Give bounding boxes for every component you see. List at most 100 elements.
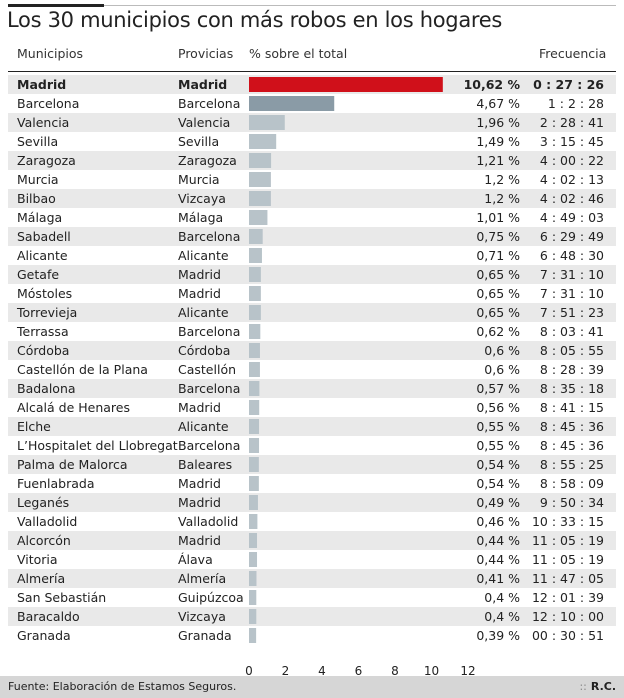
provincia-label: Álava — [178, 552, 213, 567]
dots-icon: :: — [579, 680, 587, 693]
header-municipios: Municipios — [17, 46, 84, 61]
provincia-label: Alicante — [178, 419, 229, 434]
bar — [249, 343, 260, 358]
x-tick-label: 4 — [318, 664, 326, 676]
municipio-label: Alcorcón — [17, 533, 71, 548]
value-label: 0,44 % — [476, 552, 520, 567]
credit-text: R.C. — [590, 680, 616, 693]
value-label: 0,54 % — [476, 457, 520, 472]
row-stripe — [8, 303, 616, 322]
value-label: 0,41 % — [476, 571, 520, 586]
bar — [249, 115, 285, 130]
provincia-label: Barcelona — [178, 324, 240, 339]
frecuencia-label: 4 : 02 : 13 — [540, 172, 604, 187]
source-note: Fuente: Elaboración de Estamos Seguros. — [8, 680, 237, 693]
value-label: 1,49 % — [476, 134, 520, 149]
value-label: 0,39 % — [476, 628, 520, 643]
municipio-label: Valencia — [17, 115, 69, 130]
municipio-label: Alicante — [17, 248, 68, 263]
frecuencia-label: 8 : 41 : 15 — [540, 400, 604, 415]
value-label: 0,4 % — [484, 609, 520, 624]
frecuencia-label: 11 : 05 : 19 — [532, 533, 604, 548]
value-label: 1,21 % — [476, 153, 520, 168]
frecuencia-label: 4 : 00 : 22 — [540, 153, 604, 168]
value-label: 0,55 % — [476, 419, 520, 434]
row-stripe — [8, 607, 616, 626]
provincia-label: Sevilla — [178, 134, 219, 149]
frecuencia-label: 2 : 28 : 41 — [540, 115, 604, 130]
bar — [249, 400, 260, 415]
bar — [249, 229, 263, 244]
value-label: 0,49 % — [476, 495, 520, 510]
frecuencia-label: 8 : 03 : 41 — [540, 324, 604, 339]
value-label: 0,65 % — [476, 267, 520, 282]
row-stripe — [8, 265, 616, 284]
value-label: 0,6 % — [484, 343, 520, 358]
title-accent-line — [8, 4, 104, 7]
frecuencia-label: 6 : 48 : 30 — [540, 248, 604, 263]
provincia-label: Guipúzcoa — [178, 590, 244, 605]
provincia-label: Alicante — [178, 248, 229, 263]
bar — [249, 286, 261, 301]
frecuencia-label: 12 : 01 : 39 — [532, 590, 604, 605]
municipio-label: San Sebastián — [17, 590, 106, 605]
value-label: 0,75 % — [476, 229, 520, 244]
row-stripe — [8, 417, 616, 436]
value-label: 0,65 % — [476, 286, 520, 301]
provincia-label: Madrid — [178, 77, 227, 92]
municipio-label: Torrevieja — [16, 305, 77, 320]
municipio-label: Sevilla — [17, 134, 58, 149]
bar — [249, 305, 261, 320]
frecuencia-label: 00 : 30 : 51 — [532, 628, 604, 643]
municipio-label: Málaga — [17, 210, 62, 225]
frecuencia-label: 8 : 28 : 39 — [540, 362, 604, 377]
frecuencia-label: 11 : 05 : 19 — [532, 552, 604, 567]
header-rule — [8, 71, 616, 72]
municipio-label: Almería — [17, 571, 65, 586]
frecuencia-label: 8 : 45 : 36 — [540, 419, 604, 434]
value-label: 0,56 % — [476, 400, 520, 415]
municipio-label: Leganés — [17, 495, 69, 510]
footer-bar: Fuente: Elaboración de Estamos Seguros. … — [0, 676, 624, 698]
value-label: 0,57 % — [476, 381, 520, 396]
municipio-label: Sabadell — [17, 229, 71, 244]
frecuencia-label: 7 : 31 : 10 — [540, 286, 604, 301]
bar — [249, 362, 260, 377]
bar — [249, 153, 272, 168]
x-tick-label: 0 — [245, 664, 253, 676]
provincia-label: Zaragoza — [178, 153, 237, 168]
x-tick-label: 2 — [282, 664, 290, 676]
municipio-label: Barcelona — [17, 96, 79, 111]
municipio-label: Bilbao — [17, 191, 56, 206]
bar — [249, 438, 260, 453]
municipio-label: Badalona — [17, 381, 76, 396]
frecuencia-label: 3 : 15 : 45 — [540, 134, 604, 149]
provincia-label: Valencia — [178, 115, 230, 130]
value-label: 0,44 % — [476, 533, 520, 548]
bar — [249, 533, 258, 548]
provincia-label: Barcelona — [178, 229, 240, 244]
bar — [249, 495, 258, 510]
municipio-label: Madrid — [17, 77, 66, 92]
header-provincias: Provicias — [178, 46, 234, 61]
frecuencia-label: 12 : 10 : 00 — [532, 609, 604, 624]
frecuencia-label: 8 : 45 : 36 — [540, 438, 604, 453]
value-label: 4,67 % — [476, 96, 520, 111]
municipio-label: Valladolid — [17, 514, 77, 529]
value-label: 0,65 % — [476, 305, 520, 320]
x-tick-label: 8 — [391, 664, 399, 676]
x-tick-label: 12 — [460, 664, 475, 676]
frecuencia-label: 6 : 29 : 49 — [540, 229, 604, 244]
provincia-label: Murcia — [178, 172, 220, 187]
header-frecuencia: Frecuencia — [539, 46, 607, 61]
row-stripe — [8, 227, 616, 246]
row-stripe — [8, 151, 616, 170]
bar — [249, 210, 268, 225]
value-label: 0,46 % — [476, 514, 520, 529]
municipio-label: Getafe — [17, 267, 59, 282]
provincia-label: Baleares — [178, 457, 232, 472]
municipio-label: Córdoba — [17, 343, 69, 358]
provincia-label: Madrid — [178, 476, 221, 491]
bar — [249, 590, 257, 605]
header-porcentaje: % sobre el total — [249, 46, 348, 61]
